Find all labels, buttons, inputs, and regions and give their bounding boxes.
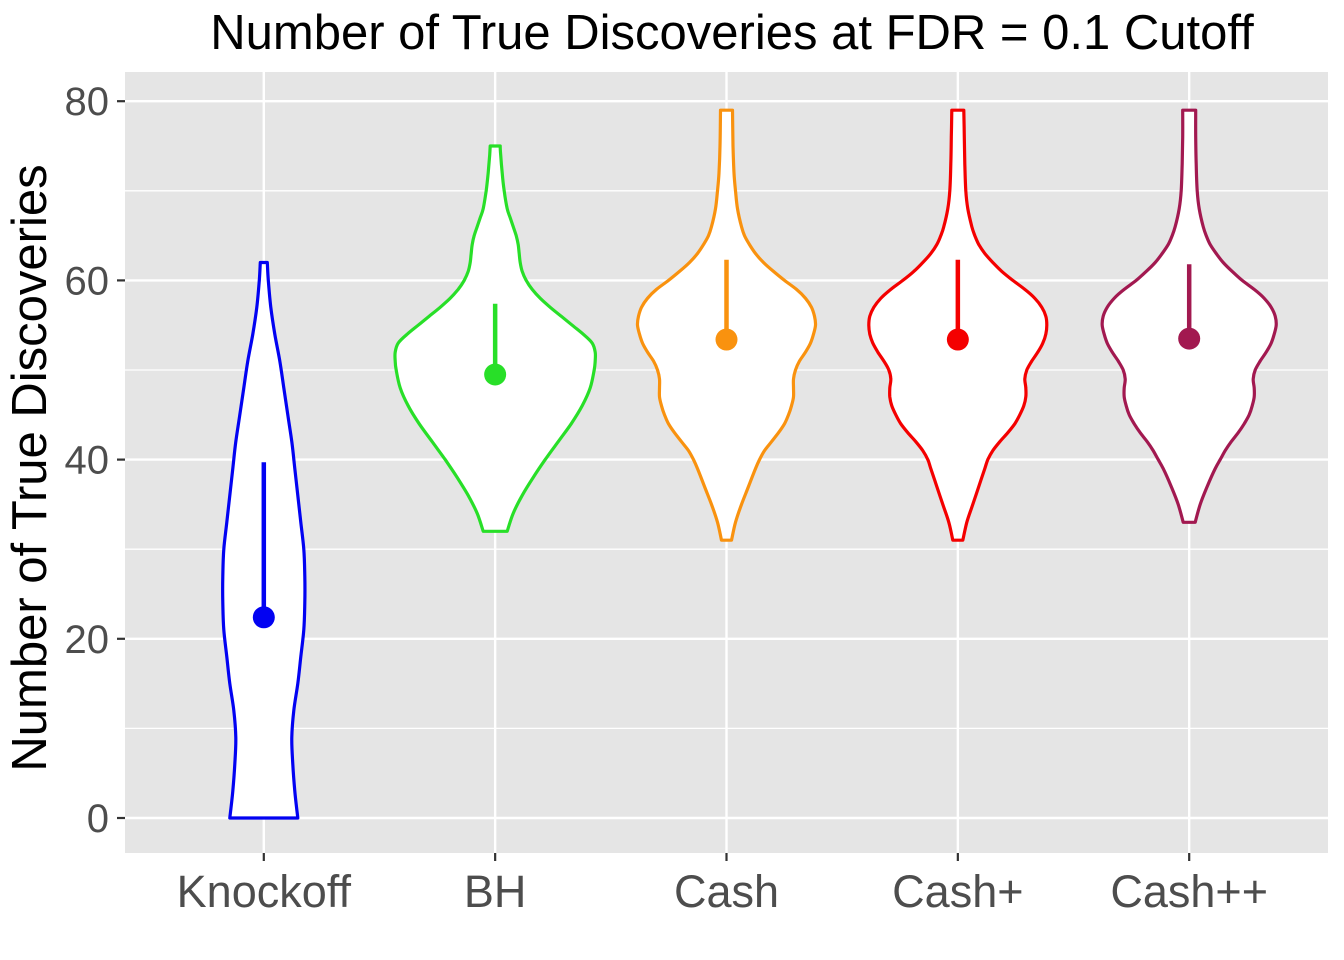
chart-title: Number of True Discoveries at FDR = 0.1 …: [210, 6, 1254, 60]
violin-BH: [393, 144, 598, 533]
mean-dot: [1178, 327, 1201, 350]
y-axis-title: Number of True Discoveries: [3, 164, 57, 771]
violin-Cash++: [1100, 108, 1278, 524]
x-tick-label: BH: [464, 866, 527, 917]
y-tick-label: 60: [65, 259, 110, 303]
mean-dot: [715, 328, 738, 351]
violins-layer: [221, 108, 1278, 820]
violin-Cash: [635, 108, 818, 542]
mean-dot: [946, 328, 969, 351]
mean-dot: [252, 606, 275, 629]
y-tick-label: 80: [65, 80, 110, 124]
x-tick-label: Cash+: [892, 866, 1023, 917]
x-tick-label: Knockoff: [177, 866, 352, 917]
y-tick-label: 0: [87, 797, 109, 841]
y-tick-label: 40: [65, 439, 110, 483]
axes-layer: 0 20 40 60 80 Knockoff BH Cash Cash+ Cash++: [65, 80, 1269, 917]
mean-dot: [484, 363, 507, 386]
violin-Knockoff: [221, 260, 307, 820]
x-tick-label: Cash++: [1110, 866, 1268, 917]
violin-Cash+: [867, 108, 1049, 542]
y-tick-label: 20: [65, 618, 110, 662]
x-tick-label: Cash: [674, 866, 779, 917]
